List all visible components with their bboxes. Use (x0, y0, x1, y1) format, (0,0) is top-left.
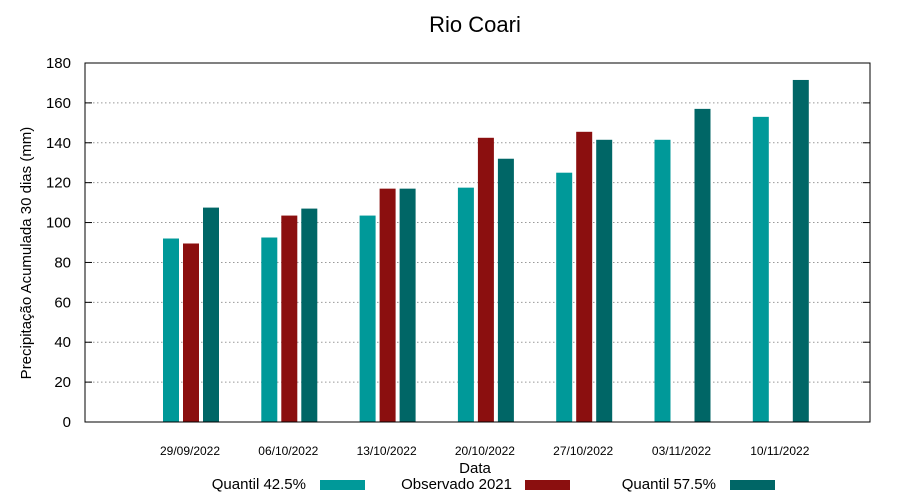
bar-quantil-57-5 (301, 208, 318, 422)
y-tick-label: 180 (46, 55, 71, 72)
y-tick-label: 140 (46, 135, 71, 152)
bar-observado-2021 (281, 215, 298, 422)
x-tick-label: 29/09/2022 (160, 444, 220, 458)
legend-label: Quantil 57.5% (622, 476, 716, 493)
bar-quantil-57-5 (497, 158, 514, 422)
y-tick-label: 80 (54, 254, 71, 271)
bar-quantil-42-5 (359, 215, 376, 422)
y-axis-label: Precipitação Acumulada 30 dias (mm) (18, 127, 35, 380)
y-axis-ticks: 0 20 40 60 80 100 120 140 160 180 (46, 55, 870, 431)
bar-quantil-57-5 (399, 188, 416, 422)
legend-label: Quantil 42.5% (212, 476, 306, 493)
legend-label: Observado 2021 (401, 476, 512, 493)
x-tick-label: 13/10/2022 (357, 444, 417, 458)
x-tick-label: 20/10/2022 (455, 444, 515, 458)
y-tick-label: 160 (46, 95, 71, 112)
bar-quantil-42-5 (654, 139, 671, 422)
bar-quantil-42-5 (261, 237, 278, 422)
x-axis-label: Data (459, 460, 491, 477)
bar-observado-2021 (379, 188, 396, 422)
bar-quantil-57-5 (596, 139, 613, 422)
legend-swatch (730, 480, 775, 490)
bar-observado-2021 (183, 243, 199, 422)
y-tick-label: 20 (54, 374, 71, 391)
x-axis-ticks: 29/09/2022 06/10/2022 13/10/2022 20/10/2022… (160, 444, 810, 458)
y-tick-label: 40 (54, 334, 71, 351)
bar-quantil-42-5 (556, 172, 573, 422)
legend-swatch (320, 480, 365, 490)
x-tick-label: 06/10/2022 (258, 444, 318, 458)
gridlines (85, 102, 870, 383)
y-tick-label: 0 (63, 414, 71, 431)
x-tick-label: 10/11/2022 (750, 444, 809, 458)
bar-quantil-57-5 (694, 108, 711, 422)
bar-observado-2021 (477, 137, 494, 422)
legend: Quantil 42.5% Observado 2021 Quantil 57.5% (212, 476, 775, 493)
y-tick-label: 60 (54, 294, 71, 311)
bar-quantil-42-5 (457, 187, 474, 422)
y-tick-label: 100 (46, 215, 71, 232)
bar-quantil-42-5 (163, 238, 179, 422)
bar-quantil-57-5 (203, 207, 219, 422)
x-tick-label: 27/10/2022 (553, 444, 613, 458)
legend-swatch (525, 480, 570, 490)
bar-quantil-57-5 (792, 79, 809, 423)
bar-observado-2021 (576, 131, 593, 422)
y-tick-label: 120 (46, 175, 71, 192)
x-tick-label: 03/11/2022 (652, 444, 711, 458)
bars (163, 79, 809, 423)
chart-title: Rio Coari (429, 12, 521, 37)
bar-quantil-42-5 (752, 116, 769, 422)
plot-frame (84, 62, 871, 423)
